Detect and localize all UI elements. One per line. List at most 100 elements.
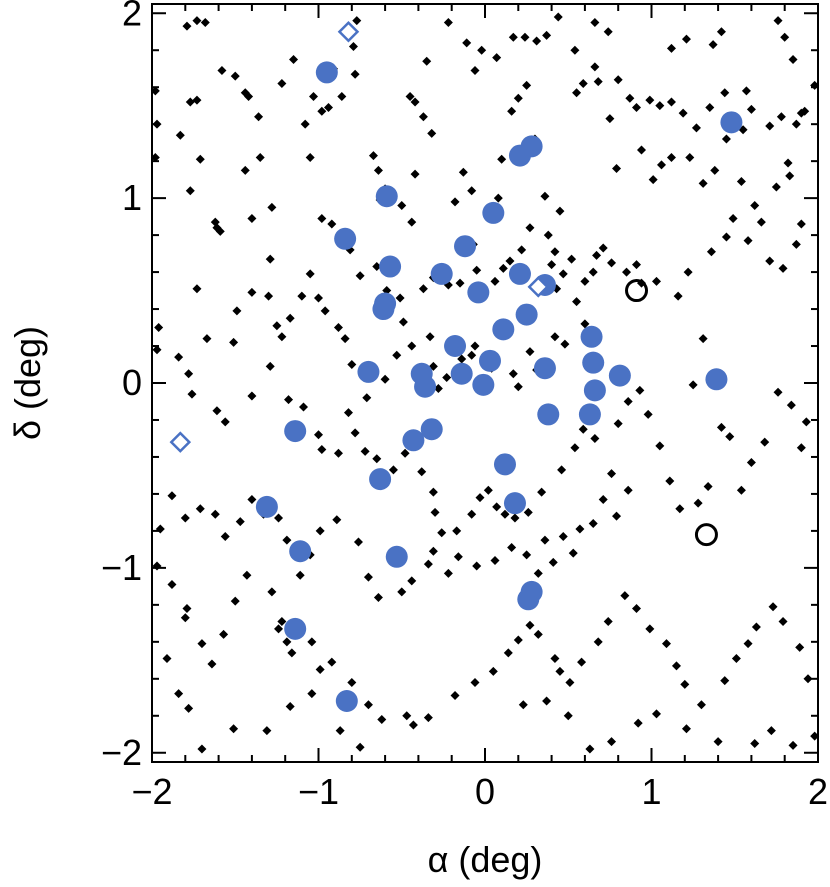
black-diamond-point	[433, 384, 443, 394]
black-diamond-point	[532, 36, 542, 46]
black-diamond-point	[262, 726, 272, 736]
y-tick-label: 1	[122, 177, 142, 218]
black-diamond-point	[247, 213, 257, 223]
black-diamond-point	[267, 202, 277, 212]
black-diamond-point	[300, 119, 310, 129]
black-diamond-point	[195, 154, 205, 164]
black-diamond-point	[337, 91, 347, 101]
black-diamond-point	[229, 724, 239, 734]
black-diamond-point	[407, 341, 417, 351]
black-diamond-point	[741, 86, 751, 96]
black-diamond-point	[795, 642, 805, 652]
black-diamond-point	[731, 653, 741, 663]
black-diamond-point	[800, 106, 810, 116]
black-diamond-point	[395, 293, 405, 303]
black-diamond-point	[716, 422, 726, 432]
black-diamond-point	[305, 152, 315, 162]
black-diamond-point	[232, 306, 242, 316]
black-diamond-point	[377, 714, 387, 724]
black-diamond-point	[605, 114, 615, 124]
blue-filled-circle-point	[583, 379, 606, 402]
black-diamond-point	[666, 97, 676, 107]
black-diamond-point	[625, 93, 635, 103]
black-diamond-point	[174, 352, 184, 362]
black-diamond-point	[598, 243, 608, 253]
black-diamond-point	[655, 101, 665, 111]
blue-filled-circle-point	[450, 362, 473, 385]
black-diamond-point	[580, 319, 590, 329]
black-diamond-point	[180, 613, 190, 623]
black-diamond-point	[428, 487, 438, 497]
black-diamond-point	[467, 509, 477, 519]
blue-filled-circle-point	[372, 298, 395, 321]
black-diamond-point	[247, 391, 257, 401]
plot-marks	[150, 12, 820, 754]
blue-filled-circle-point	[533, 357, 556, 380]
black-diamond-point	[483, 485, 493, 495]
blue-filled-circle-point	[335, 689, 358, 712]
black-diamond-point	[683, 267, 693, 277]
black-diamond-point	[648, 175, 658, 185]
black-diamond-point	[352, 16, 362, 26]
black-diamond-point	[706, 247, 716, 257]
black-diamond-point	[397, 201, 407, 211]
black-diamond-point	[547, 260, 557, 270]
black-diamond-point	[746, 457, 756, 467]
black-diamond-point	[542, 696, 552, 706]
black-diamond-point	[661, 639, 671, 649]
black-diamond-point	[750, 739, 760, 749]
black-diamond-point	[423, 559, 433, 569]
black-diamond-point	[247, 287, 257, 297]
black-diamond-point	[788, 54, 798, 64]
black-diamond-point	[315, 526, 325, 536]
black-diamond-point	[612, 164, 622, 174]
black-diamond-point	[810, 731, 820, 741]
black-diamond-point	[525, 223, 535, 233]
black-diamond-point	[185, 97, 195, 107]
black-diamond-point	[470, 66, 480, 76]
black-diamond-point	[693, 498, 703, 508]
black-diamond-point	[796, 443, 806, 453]
black-diamond-point	[508, 32, 518, 42]
black-diamond-point	[282, 535, 292, 545]
black-diamond-point	[184, 703, 194, 713]
black-diamond-point	[751, 622, 761, 632]
black-diamond-point	[327, 657, 337, 667]
black-diamond-point	[195, 504, 205, 514]
blue-filled-circle-point	[720, 111, 743, 134]
black-diamond-point	[651, 276, 661, 286]
x-tick-label: 0	[475, 771, 495, 812]
black-diamond-point	[272, 321, 282, 331]
blue-filled-circle-point	[478, 349, 501, 372]
black-diamond-point	[577, 657, 587, 667]
x-tick-label: 2	[808, 771, 828, 812]
black-diamond-point	[470, 678, 480, 688]
black-diamond-point	[666, 43, 676, 53]
black-diamond-point	[274, 624, 284, 634]
black-diamond-point	[230, 71, 240, 81]
black-diamond-point	[152, 345, 162, 355]
black-diamond-point	[543, 230, 553, 240]
blue-filled-circle-point	[414, 375, 437, 398]
blue-filled-circle-point	[454, 235, 477, 258]
black-diamond-point	[402, 711, 412, 721]
black-diamond-point	[285, 702, 295, 712]
black-diamond-point	[675, 504, 685, 514]
black-diamond-point	[578, 424, 588, 434]
black-diamond-point	[355, 742, 365, 752]
blue-filled-circle-point	[369, 468, 392, 491]
black-diamond-point	[150, 86, 160, 96]
black-diamond-point	[348, 42, 358, 52]
black-diamond-point	[210, 509, 220, 519]
blue-filled-circle-point	[472, 373, 495, 396]
black-diamond-point	[242, 570, 252, 580]
black-diamond-point	[720, 88, 730, 98]
blue-filled-circle-point	[517, 588, 540, 611]
black-diamond-point	[570, 45, 580, 55]
black-diamond-point	[162, 653, 172, 663]
black-diamond-point	[428, 546, 438, 556]
black-diamond-point	[613, 419, 623, 429]
black-diamond-point	[736, 176, 746, 186]
black-diamond-point	[220, 531, 230, 541]
black-diamond-point	[167, 580, 177, 590]
